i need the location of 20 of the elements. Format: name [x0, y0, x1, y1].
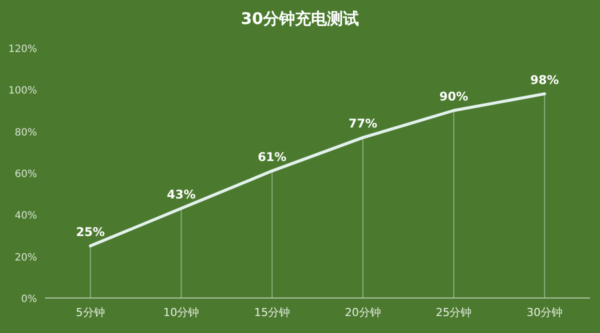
x-tick-label: 20分钟 — [344, 306, 381, 319]
y-tick-label: 0% — [21, 294, 37, 305]
text: 98% — [530, 72, 559, 87]
text: 61% — [258, 150, 286, 164]
x-tick-label: 25分钟 — [436, 306, 472, 319]
text: 43% — [166, 187, 196, 202]
text: 90% — [439, 90, 468, 104]
y-tick-label: 40% — [14, 210, 37, 222]
y-tick-label: 120% — [8, 44, 37, 55]
text: 77% — [348, 116, 378, 131]
x-tick-label: 15分钟 — [254, 306, 290, 319]
y-tick-label: 60% — [14, 169, 37, 180]
y-tick-label: 80% — [14, 127, 37, 138]
text: 25% — [76, 224, 105, 239]
x-tick-label: 10分钟 — [163, 306, 200, 319]
x-tick-label: 30分钟 — [526, 306, 563, 319]
y-tick-label: 20% — [14, 252, 37, 264]
chart-title: 30分钟充电测试 — [240, 9, 360, 28]
y-tick-label: 100% — [8, 86, 37, 97]
x-tick-label: 5分钟 — [76, 306, 105, 319]
